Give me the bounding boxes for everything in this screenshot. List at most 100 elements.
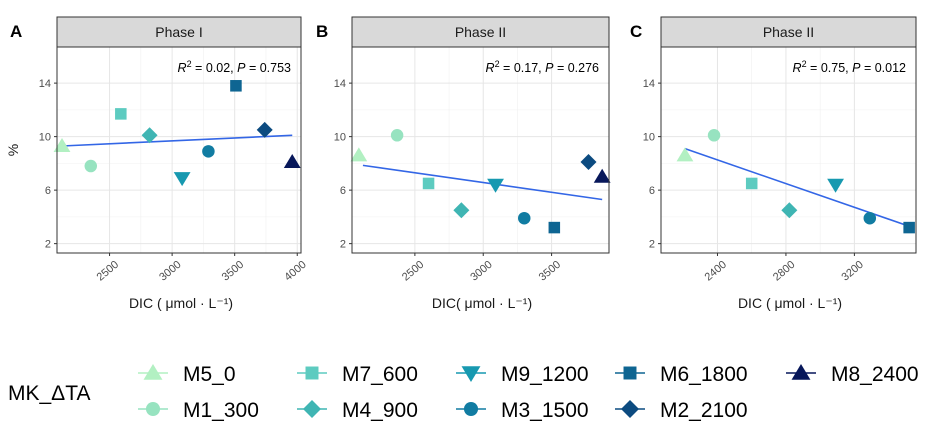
legend-key-marker [145, 401, 161, 417]
legend-title: MK_ΔTA [8, 382, 90, 405]
legend-label: M9_1200 [501, 363, 589, 386]
x-tick-label: 2400 [703, 259, 729, 284]
x-axis-label: DIC( μmol · L⁻¹) [432, 295, 532, 311]
p-symbol: P [545, 61, 554, 75]
legend-key-marker [791, 364, 811, 380]
stat-separator: , [230, 61, 237, 75]
x-tick-label: 3500 [537, 259, 563, 284]
plot-background [57, 47, 301, 253]
p-eq: = [860, 61, 874, 75]
data-point-m3-1500 [202, 145, 215, 158]
legend-label: M6_1800 [660, 363, 748, 386]
p-eq: = [553, 61, 567, 75]
p-value: 0.276 [568, 61, 599, 75]
data-point-m9-1200 [827, 178, 844, 193]
data-point-m1-300 [84, 159, 98, 173]
p-symbol: P [852, 61, 861, 75]
facet-strip-label: Phase II [455, 24, 506, 40]
legend-entry-m4-900: M4_900 [297, 399, 418, 422]
stat-separator: , [845, 61, 852, 75]
legend-label: M4_900 [342, 399, 418, 422]
panel-letter: C [630, 22, 642, 41]
legend: MK_ΔTA M5_0 M1_300 M7_600 M4_900 M9_1200 M3_15… [8, 363, 919, 422]
legend-label: M8_2400 [831, 363, 919, 386]
x-tick-label: 4000 [282, 259, 308, 284]
data-point-m9-1200 [487, 178, 504, 193]
legend-entry-m7-600: M7_600 [297, 363, 418, 386]
y-tick-label: 10 [39, 132, 51, 144]
panel-letter: B [316, 22, 328, 41]
data-point-m6-1800 [548, 221, 561, 234]
facet-strip-label: Phase II [763, 24, 814, 40]
data-point-m5-0 [53, 137, 71, 152]
x-tick-label: 2500 [95, 259, 121, 284]
r2-exponent: 2 [802, 59, 807, 69]
y-tick-label: 6 [340, 185, 346, 197]
legend-label: M1_300 [183, 399, 259, 422]
y-tick-label: 10 [334, 132, 346, 144]
y-tick-label: 14 [334, 78, 346, 90]
x-tick-label: 2800 [771, 259, 797, 284]
data-point-m8-2400 [593, 168, 611, 183]
stat-separator: , [538, 61, 545, 75]
r2-symbol: R [486, 61, 495, 75]
y-tick-label: 14 [643, 78, 655, 90]
p-value: 0.012 [875, 61, 906, 75]
plot-background [352, 47, 609, 253]
data-point-m1-300 [390, 129, 404, 142]
legend-label: M7_600 [342, 363, 418, 386]
panel-border [351, 46, 610, 254]
panel-border [660, 46, 917, 254]
legend-key-marker [623, 366, 637, 380]
legend-entry-m1-300: M1_300 [138, 399, 259, 422]
r2-value: 0.02 [206, 61, 230, 75]
legend-key-marker [463, 401, 479, 417]
facet-strip [351, 16, 610, 48]
y-tick-label: 6 [649, 185, 655, 197]
p-value: 0.753 [260, 61, 291, 75]
x-tick-label: 3000 [157, 259, 183, 284]
data-point-m2-2100 [256, 121, 273, 138]
legend-entry-m8-2400: M8_2400 [786, 363, 919, 386]
legend-entry-m6-1800: M6_1800 [615, 363, 748, 386]
p-eq: = [245, 61, 259, 75]
panel-letter: A [10, 22, 22, 41]
r2-value: 0.75 [821, 61, 845, 75]
y-tick-label: 14 [39, 78, 51, 90]
r2-value: 0.17 [514, 61, 538, 75]
legend-label: M2_2100 [660, 399, 748, 422]
data-point-m6-1800 [903, 221, 915, 234]
y-axis-label: % [5, 144, 21, 156]
regression-line [61, 134, 293, 147]
x-tick-label: 3200 [839, 259, 865, 284]
x-tick-label: 2500 [400, 259, 426, 284]
x-tick-label: 3000 [468, 259, 494, 284]
y-tick-label: 6 [45, 185, 51, 197]
legend-entry-m2-2100: M2_2100 [615, 399, 748, 422]
r2-symbol: R [793, 61, 802, 75]
legend-entry-m9-1200: M9_1200 [456, 363, 589, 386]
legend-label: M5_0 [183, 363, 236, 386]
x-axis-label: DIC ( μmol · L⁻¹) [738, 295, 842, 311]
data-point-m4-900 [781, 202, 798, 219]
data-point-m1-300 [707, 129, 721, 142]
regression-line [362, 164, 603, 201]
data-point-m5-0 [676, 147, 694, 162]
data-point-m8-2400 [283, 154, 301, 169]
x-axis-label: DIC ( μmol · L⁻¹) [129, 295, 233, 311]
data-point-m7-600 [422, 177, 435, 190]
stats-annotation: R2 = 0.75, P = 0.012 [793, 59, 907, 75]
y-tick-label: 2 [45, 239, 51, 251]
data-point-m7-600 [745, 177, 758, 190]
legend-entry-m5-0: M5_0 [138, 363, 236, 386]
legend-key-marker [461, 366, 481, 382]
data-point-m3-1500 [518, 211, 531, 225]
data-point-m3-1500 [863, 211, 877, 225]
y-tick-label: 10 [643, 132, 655, 144]
r2-eq: = [500, 61, 514, 75]
r2-eq: = [807, 61, 821, 75]
